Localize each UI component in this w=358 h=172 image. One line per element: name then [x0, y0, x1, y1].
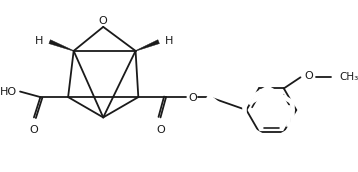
Text: HO: HO	[0, 87, 17, 96]
Text: H: H	[165, 36, 174, 46]
Text: O: O	[30, 125, 38, 135]
Polygon shape	[49, 40, 74, 51]
Text: O: O	[304, 71, 313, 81]
Text: O: O	[156, 125, 165, 135]
Text: O: O	[188, 93, 197, 103]
Text: H: H	[35, 36, 43, 46]
Text: CH₃: CH₃	[339, 72, 358, 82]
Text: O: O	[99, 16, 108, 26]
Polygon shape	[135, 40, 159, 51]
